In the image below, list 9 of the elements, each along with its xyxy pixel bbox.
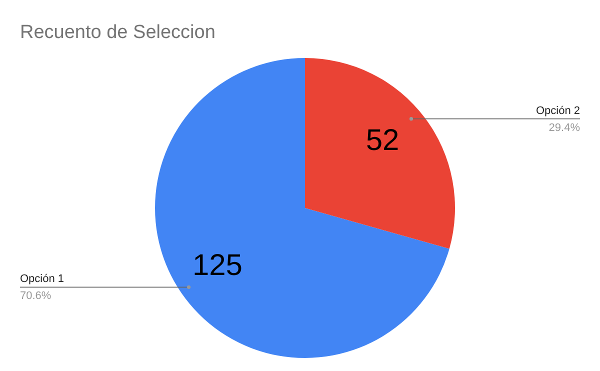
slice-label: Opción 1	[20, 273, 64, 286]
text: 70.6%	[20, 290, 52, 302]
pie-slice	[305, 58, 455, 249]
slice-label: Opción 2	[536, 104, 580, 117]
pie-slice	[155, 58, 450, 358]
data-label: 125	[192, 248, 242, 282]
text: 29.4%	[548, 122, 580, 134]
data-label: 52	[366, 124, 400, 158]
chart-title: Recuento de Seleccion	[20, 22, 216, 43]
